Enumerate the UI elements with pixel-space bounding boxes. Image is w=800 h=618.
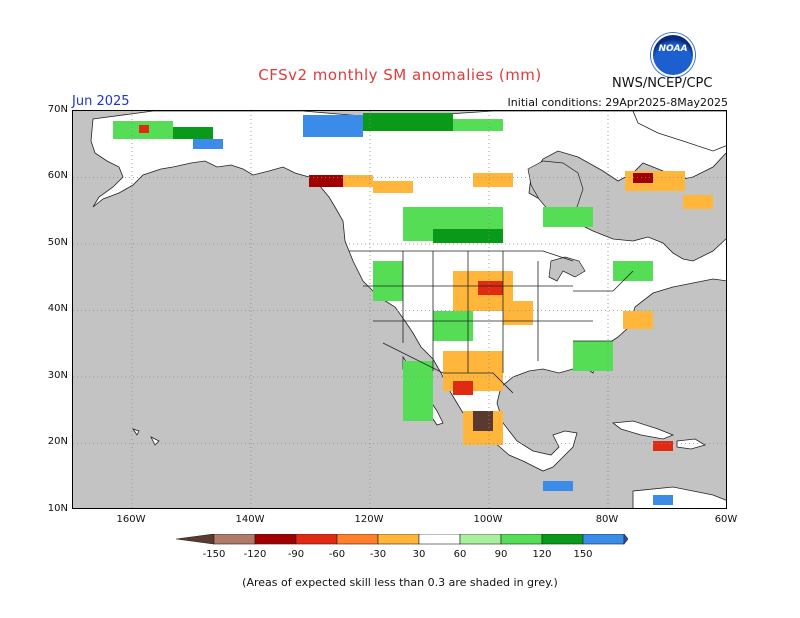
great-lakes (548, 256, 586, 282)
land-masses (90, 111, 726, 508)
lat-label-70n: 70N (47, 104, 68, 115)
color-bar-box-8 (500, 534, 543, 545)
lat-label-30n: 30N (47, 370, 68, 381)
color-bar-svg (176, 534, 628, 545)
legend-tick: -30 (369, 549, 387, 560)
initial-conditions: Initial conditions: 29Apr2025-8May2025 (507, 96, 728, 109)
color-bar-high-arrow (623, 534, 628, 545)
lon-label-140w: 140W (235, 514, 265, 525)
map-svg (73, 111, 726, 508)
lon-label-80w: 80W (595, 514, 619, 525)
lon-label-100w: 100W (473, 514, 503, 525)
legend-tick: 30 (412, 549, 426, 560)
legend-tick: 90 (494, 549, 508, 560)
greenland-land (632, 111, 726, 152)
color-bar-box-1 (213, 534, 256, 545)
legend-tick: 60 (453, 549, 467, 560)
lat-label-60n: 60N (47, 170, 68, 181)
skill-footnote: (Areas of expected skill less than 0.3 a… (242, 576, 558, 589)
color-bar-box-7 (459, 534, 502, 545)
anomaly-map (72, 110, 727, 509)
south-america-land (632, 486, 726, 508)
legend-tick: 120 (532, 549, 552, 560)
map-title: CFSv2 monthly SM anomalies (mm) (258, 66, 542, 84)
graticule (73, 111, 726, 508)
lat-label-40n: 40N (47, 303, 68, 314)
legend-tick: -120 (243, 549, 267, 560)
political-borders (349, 250, 634, 394)
cuba-land (611, 420, 675, 440)
lat-label-50n: 50N (47, 237, 68, 248)
hawaii-land (132, 428, 160, 446)
color-bar-box-10 (582, 534, 625, 545)
lat-label-10n: 10N (47, 503, 68, 514)
legend-tick: 150 (573, 549, 593, 560)
color-bar-box-3 (295, 534, 338, 545)
lat-label-20n: 20N (47, 436, 68, 447)
noaa-logo: NOAA (651, 33, 695, 77)
legend-tick: -150 (202, 549, 226, 560)
color-bar-box-4 (336, 534, 379, 545)
color-bar-low-arrow (176, 534, 215, 545)
inland-water (527, 160, 586, 282)
agency-label: NWS/NCEP/CPC (612, 76, 713, 91)
hispaniola-land (676, 438, 706, 450)
lon-label-60w: 60W (714, 514, 738, 525)
color-bar-box-2 (254, 534, 297, 545)
lon-label-160w: 160W (116, 514, 146, 525)
color-bar-box-6 (418, 534, 461, 545)
legend-tick: -90 (287, 549, 305, 560)
color-bar-box-5 (377, 534, 420, 545)
noaa-logo-text: NOAA (658, 44, 688, 54)
color-bar-box-9 (541, 534, 584, 545)
forecast-month: Jun 2025 (72, 94, 130, 109)
legend-tick: -60 (328, 549, 346, 560)
lon-label-120w: 120W (354, 514, 384, 525)
